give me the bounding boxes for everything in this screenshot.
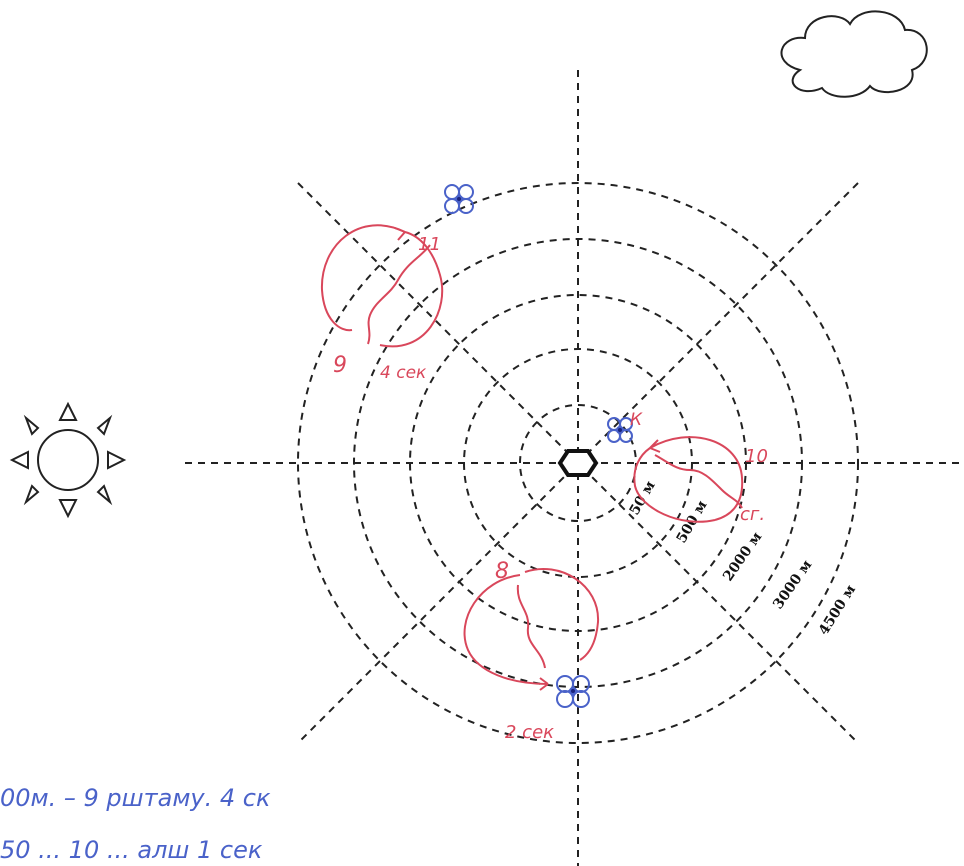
annotation-right-side: сг.	[740, 504, 765, 525]
note-line-2: 50 ... 10 ... алш 1 сек	[0, 836, 263, 864]
annotation-right-flower: К	[630, 410, 643, 430]
cloud-icon	[780, 10, 928, 98]
annotation-right-top: 10	[745, 446, 768, 467]
ring-label-2000: 2000 м	[720, 529, 765, 584]
ring-label-4500: 4500 м	[816, 582, 859, 638]
flower-icon	[556, 675, 590, 708]
hive-icon	[557, 449, 599, 477]
dance-path-top-left	[320, 224, 444, 348]
dance-path-bottom	[463, 567, 600, 691]
annotation-bottom-time: 2 сек	[505, 722, 554, 743]
annotation-top-left-count: 9	[333, 353, 347, 378]
ring-labels: 50 м 500 м 2000 м 3000 м 4500 м	[627, 478, 859, 638]
annotation-top-left-time: 4 сек	[380, 363, 427, 383]
dance-path-right	[633, 436, 744, 523]
flower-icon	[607, 417, 633, 443]
sun-icon	[9, 401, 127, 519]
ring-50	[519, 404, 637, 522]
annotation-top-left-flower: 11	[418, 234, 441, 255]
note-line-1: 00м. – 9 рштаму. 4 ск	[0, 784, 271, 812]
annotation-bottom-count: 8	[495, 559, 509, 584]
flower-icon	[444, 184, 474, 214]
ring-4500	[297, 182, 859, 744]
